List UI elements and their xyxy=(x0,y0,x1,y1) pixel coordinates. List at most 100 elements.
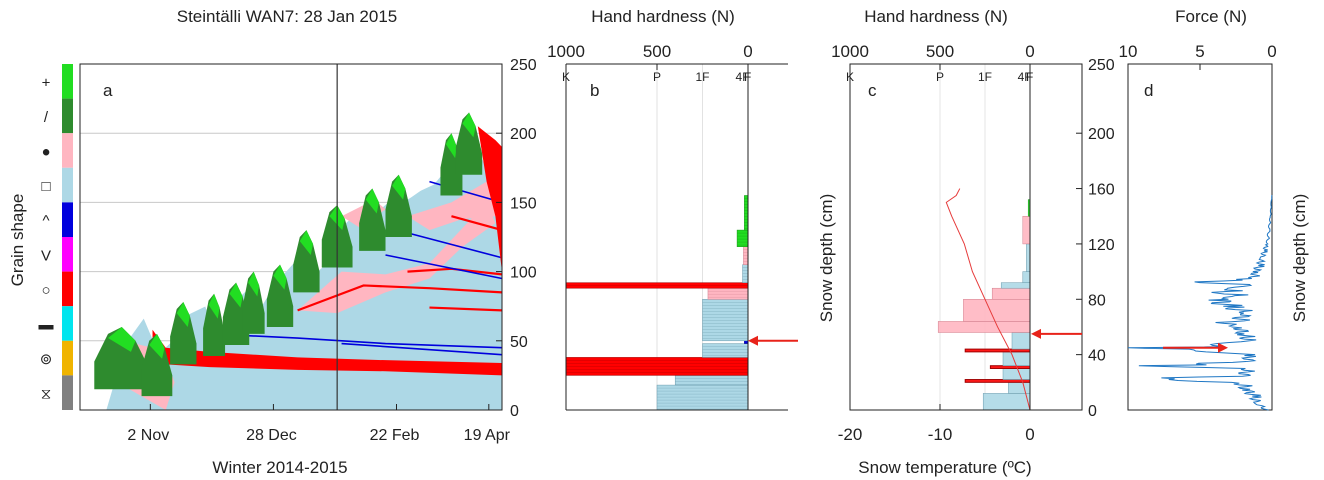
layer-bar-10 xyxy=(991,287,1031,300)
decomposing-spike xyxy=(141,333,173,397)
y-tick-label: 100 xyxy=(510,265,537,282)
legend-swatch-depth_hoar xyxy=(62,202,73,237)
melt-forms-line xyxy=(297,284,503,312)
precip-spike xyxy=(176,302,190,327)
decomposing-spike xyxy=(266,264,294,327)
panel-b-title: Hand hardness (N) xyxy=(591,7,735,26)
x-tick-label: 19 Apr xyxy=(464,427,511,444)
layer-bar-11 xyxy=(744,195,749,231)
layer-bar-12 xyxy=(1022,271,1031,283)
layer-bar-8 xyxy=(937,321,1031,333)
precip-spike xyxy=(208,293,220,319)
panel-a-plot: 2 Nov 28 Dec 22 Feb 19 Apr 0 50 100 150 200 250 xyxy=(79,57,537,444)
decomposing-spike xyxy=(242,271,265,334)
layer-bar-3 xyxy=(1002,368,1031,380)
x-tick-label: 500 xyxy=(643,42,671,61)
hardness-label: K xyxy=(846,70,854,84)
precip-spike xyxy=(299,230,313,255)
y-tick-label: 200 xyxy=(1088,126,1115,143)
layer-bar-2 xyxy=(964,379,1031,383)
layer-bar-11 xyxy=(1000,282,1031,289)
x-tick-label: 28 Dec xyxy=(246,427,297,444)
precip-spike xyxy=(229,282,243,308)
panel-d-letter: d xyxy=(1144,81,1153,100)
force-profile-line xyxy=(1127,194,1273,411)
depth-hoar-line xyxy=(385,254,503,280)
decomposing-spike xyxy=(359,188,386,251)
decomposing-spike xyxy=(455,112,483,175)
depth-hoar-line xyxy=(341,342,503,356)
precip-spike xyxy=(365,188,379,214)
x-tick-label-top: 1000 xyxy=(831,42,869,61)
layer-bar-14 xyxy=(1022,215,1031,245)
layer-bar-1 xyxy=(674,375,749,386)
panel-d-frame xyxy=(1127,63,1273,411)
panel-c-title: Hand hardness (N) xyxy=(864,7,1008,26)
layer-bar-9 xyxy=(963,299,1031,322)
decomposing-spike xyxy=(203,293,226,357)
y-tick-label: 250 xyxy=(510,57,537,74)
decomposing-spike xyxy=(170,302,197,365)
panel-a-frame xyxy=(79,63,503,411)
arrow-head xyxy=(1031,328,1041,339)
legend-symbol: ○ xyxy=(41,282,50,299)
legend-symbol: ▬ xyxy=(39,317,54,334)
panel-b-plot: 1000 500 0 K P 1F 4FF xyxy=(547,42,798,411)
x-tick-label: 5 xyxy=(1195,42,1204,61)
layer-bar-6 xyxy=(707,287,749,300)
hardness-label: P xyxy=(653,70,661,84)
panel-c-ylabel: Snow depth (cm) xyxy=(817,194,836,323)
legend-symbol: ⊚ xyxy=(40,351,53,368)
panel-d-title: Force (N) xyxy=(1175,7,1247,26)
melt-forms-line xyxy=(429,306,503,312)
legend-swatch-rounded xyxy=(62,133,73,168)
y-tick-label: 150 xyxy=(510,195,537,212)
melt-forms-line xyxy=(451,215,503,232)
panel-d-plot: 10 5 0 xyxy=(1119,42,1277,411)
x-tick-label: 0 xyxy=(743,42,752,61)
layer-bar-7 xyxy=(1011,332,1031,350)
legend-swatch-ice xyxy=(62,306,73,341)
y-tick-label: 250 xyxy=(1088,57,1115,74)
panel-b-letter: b xyxy=(590,81,599,100)
layer-bar-6 xyxy=(964,348,1031,353)
y-tick-label: 50 xyxy=(510,334,528,351)
rounded-area xyxy=(297,202,496,314)
precip-spike xyxy=(392,174,406,200)
panel-a-title: Steintälli WAN7: 28 Jan 2015 xyxy=(177,7,398,26)
decomposing-spike xyxy=(385,174,412,237)
melt-forms-cap xyxy=(477,126,502,272)
arrow-head xyxy=(748,335,758,346)
legend-swatch-unknown xyxy=(62,375,73,410)
arrow-head xyxy=(1218,342,1228,353)
hardness-label: 1F xyxy=(978,70,992,84)
decomposing-spike xyxy=(94,326,150,390)
hardness-label: 4F xyxy=(736,70,750,84)
hardness-label: P xyxy=(936,70,944,84)
layer-bar-1 xyxy=(1008,382,1031,394)
legend-swatch-melt_forms xyxy=(62,271,73,307)
precip-spike xyxy=(149,333,165,359)
y-tick-label: 160 xyxy=(1088,182,1115,199)
x-tick-label-top: 0 xyxy=(1025,42,1034,61)
depth-hoar-line xyxy=(407,232,503,259)
legend-symbol: V xyxy=(41,247,51,264)
legend-symbol: ^ xyxy=(42,213,49,230)
precip-spike xyxy=(445,133,457,159)
x-tick-label-bottom: -10 xyxy=(928,425,953,444)
legend-symbol: + xyxy=(42,74,51,91)
x-tick-label-bottom: -20 xyxy=(838,425,863,444)
layer-bar-5 xyxy=(1002,351,1031,366)
temperature-line xyxy=(945,188,1031,411)
hardness-label: F xyxy=(1026,70,1033,84)
y-tick-label: 80 xyxy=(1088,292,1106,309)
x-tick-label: 22 Feb xyxy=(370,427,420,444)
x-tick-label-bottom: 0 xyxy=(1025,425,1034,444)
x-tick-label: 0 xyxy=(1267,42,1276,61)
grain-shape-legend: + / ● □ ^ V ○ ▬ ⊚ ⧖ xyxy=(39,64,73,410)
rounded-area xyxy=(407,181,502,231)
precip-spike xyxy=(462,112,476,138)
panel-a-xlabel: Winter 2014-2015 xyxy=(212,458,347,477)
layer-bar-13 xyxy=(1026,243,1031,272)
